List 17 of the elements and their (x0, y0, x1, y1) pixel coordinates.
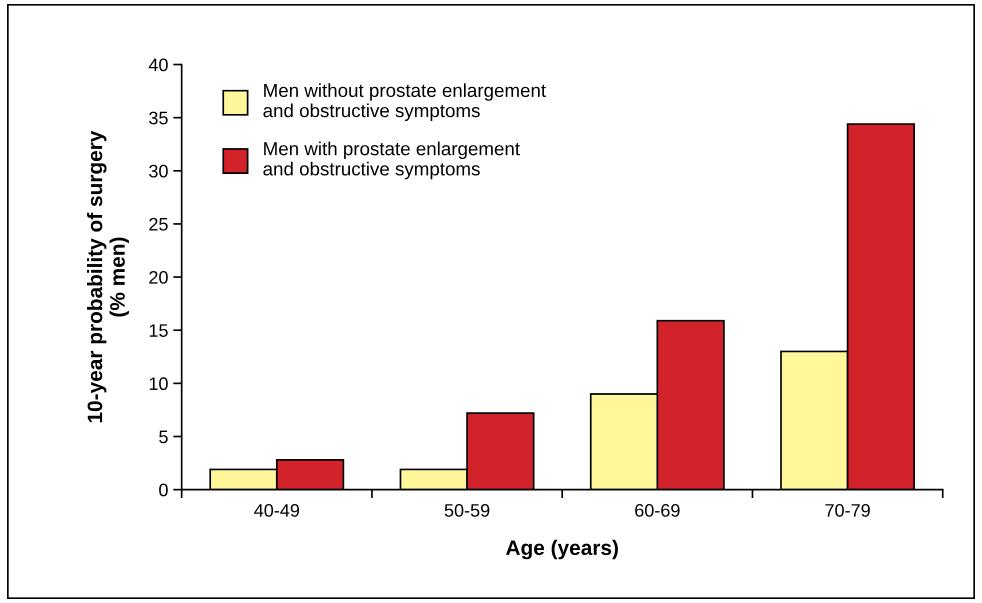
x-tick-label: 40-49 (254, 504, 300, 517)
x-tick-label: 60-69 (635, 504, 680, 517)
y-tick-label: 30 (149, 164, 168, 178)
y-tick-label: 15 (150, 324, 168, 337)
x-axis-title: Age (years) (506, 540, 618, 560)
y-tick-label: 40 (148, 58, 168, 72)
y-tick-label: 0 (159, 484, 168, 496)
y-tick-label: 5 (159, 430, 168, 444)
y-tick-label: 35 (149, 112, 168, 124)
y-tick-label: 10 (150, 377, 168, 390)
y-axis-title: 10-year probability of surgery (% men) (87, 130, 129, 422)
y-tick-label: 20 (149, 271, 168, 284)
x-tick-label: 70-79 (825, 504, 870, 517)
legend-label: Men without prostate enlargement and obstructive symptoms (263, 83, 546, 121)
legend-label: Men with prostate enlargement and obstructive symptoms (263, 142, 520, 180)
x-tick-label: 50-59 (444, 504, 490, 517)
y-tick-label: 25 (149, 218, 168, 231)
